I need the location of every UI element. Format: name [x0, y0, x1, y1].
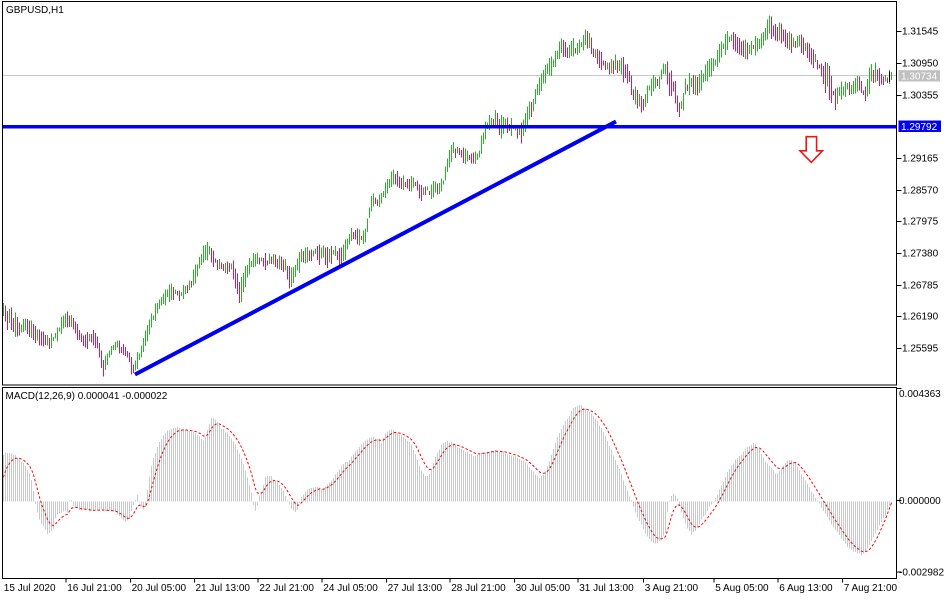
svg-text:1.27380: 1.27380 — [902, 249, 939, 260]
svg-text:6 Aug 13:00: 6 Aug 13:00 — [779, 583, 833, 594]
svg-text:GBPUSD,H1: GBPUSD,H1 — [6, 5, 64, 16]
svg-text:1.31545: 1.31545 — [902, 27, 939, 38]
svg-text:1.26785: 1.26785 — [902, 281, 939, 292]
svg-text:22 Jul 21:00: 22 Jul 21:00 — [259, 583, 314, 594]
svg-text:5 Aug 05:00: 5 Aug 05:00 — [715, 583, 769, 594]
svg-text:20 Jul 05:00: 20 Jul 05:00 — [132, 583, 187, 594]
svg-text:1.27975: 1.27975 — [902, 217, 939, 228]
svg-text:27 Jul 13:00: 27 Jul 13:00 — [388, 583, 443, 594]
svg-text:24 Jul 05:00: 24 Jul 05:00 — [323, 583, 378, 594]
svg-text:1.30950: 1.30950 — [902, 59, 939, 70]
svg-text:-0.002982: -0.002982 — [899, 568, 944, 579]
svg-text:1.26190: 1.26190 — [902, 312, 939, 323]
svg-text:MACD(12,26,9) 0.000041 -0.0000: MACD(12,26,9) 0.000041 -0.000022 — [6, 391, 168, 402]
svg-text:15 Jul 2020: 15 Jul 2020 — [4, 583, 56, 594]
svg-text:1.25595: 1.25595 — [902, 344, 939, 355]
svg-text:3 Aug 21:00: 3 Aug 21:00 — [645, 583, 699, 594]
svg-text:7 Aug 21:00: 7 Aug 21:00 — [844, 583, 898, 594]
svg-text:0.000000: 0.000000 — [899, 496, 941, 507]
svg-text:1.30355: 1.30355 — [902, 91, 939, 102]
svg-text:21 Jul 13:00: 21 Jul 13:00 — [196, 583, 251, 594]
svg-text:1.29792: 1.29792 — [901, 122, 938, 133]
svg-text:1.30734: 1.30734 — [901, 71, 938, 82]
svg-text:28 Jul 21:00: 28 Jul 21:00 — [451, 583, 506, 594]
svg-text:0.004363: 0.004363 — [899, 389, 941, 400]
svg-text:16 Jul 21:00: 16 Jul 21:00 — [67, 583, 122, 594]
svg-text:30 Jul 05:00: 30 Jul 05:00 — [516, 583, 571, 594]
svg-text:1.29165: 1.29165 — [902, 154, 939, 165]
svg-text:1.28570: 1.28570 — [902, 186, 939, 197]
svg-text:31 Jul 13:00: 31 Jul 13:00 — [579, 583, 634, 594]
